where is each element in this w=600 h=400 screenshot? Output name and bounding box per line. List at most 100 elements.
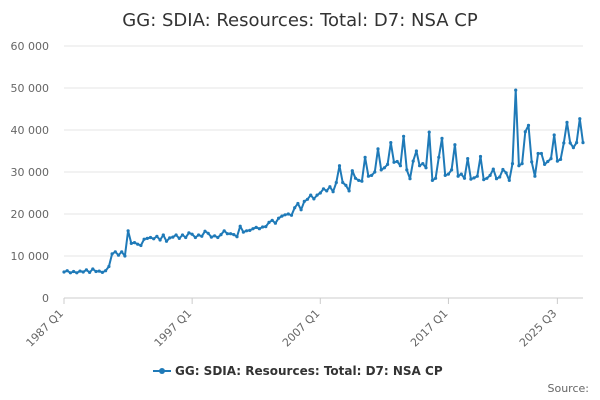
data-point[interactable] (78, 269, 82, 273)
data-point[interactable] (334, 180, 338, 185)
data-point[interactable] (446, 172, 450, 176)
data-point[interactable] (440, 136, 444, 140)
data-point[interactable] (514, 88, 518, 92)
data-point[interactable] (363, 155, 367, 159)
data-point[interactable] (174, 233, 178, 237)
data-point[interactable] (581, 141, 585, 145)
data-point[interactable] (277, 216, 281, 220)
data-point[interactable] (536, 151, 540, 156)
data-point[interactable] (222, 229, 226, 233)
data-point[interactable] (161, 233, 165, 237)
data-point[interactable] (91, 267, 95, 271)
data-point[interactable] (392, 160, 396, 164)
data-point[interactable] (353, 176, 358, 180)
data-point[interactable] (450, 168, 454, 172)
data-point[interactable] (302, 199, 306, 203)
data-point[interactable] (408, 177, 412, 181)
data-point[interactable] (530, 160, 534, 164)
data-point[interactable] (104, 269, 108, 273)
data-point[interactable] (267, 220, 271, 224)
data-point[interactable] (88, 270, 92, 274)
data-point[interactable] (296, 201, 300, 206)
data-point[interactable] (424, 166, 428, 170)
data-point[interactable] (264, 225, 268, 229)
data-point[interactable] (171, 235, 175, 239)
data-point[interactable] (293, 206, 297, 210)
data-point[interactable] (305, 197, 310, 201)
data-point[interactable] (507, 178, 511, 182)
data-point[interactable] (337, 164, 342, 168)
data-point[interactable] (543, 162, 547, 166)
data-point[interactable] (142, 237, 146, 241)
data-point[interactable] (94, 269, 98, 274)
data-point[interactable] (219, 233, 223, 237)
data-point[interactable] (571, 146, 576, 150)
data-point[interactable] (482, 178, 486, 182)
data-point[interactable] (498, 175, 502, 179)
data-point[interactable] (478, 154, 483, 159)
data-point[interactable] (360, 179, 364, 183)
data-point[interactable] (491, 167, 495, 171)
data-point[interactable] (229, 232, 233, 236)
data-point[interactable] (565, 120, 569, 124)
data-point[interactable] (168, 236, 172, 240)
data-point[interactable] (273, 221, 277, 225)
data-point[interactable] (575, 141, 579, 145)
data-point[interactable] (411, 159, 415, 163)
data-point[interactable] (235, 235, 239, 239)
data-point[interactable] (578, 117, 582, 121)
data-point[interactable] (180, 233, 185, 237)
data-point[interactable] (126, 229, 130, 233)
data-point[interactable] (209, 235, 213, 239)
data-point[interactable] (129, 241, 133, 245)
data-point[interactable] (559, 157, 563, 161)
data-point[interactable] (347, 189, 351, 193)
data-point[interactable] (283, 213, 287, 217)
data-point[interactable] (414, 149, 418, 153)
data-point[interactable] (379, 168, 383, 172)
data-point[interactable] (72, 269, 76, 274)
data-point[interactable] (299, 208, 303, 212)
data-point[interactable] (155, 234, 159, 238)
data-point[interactable] (549, 157, 553, 161)
data-point[interactable] (318, 191, 322, 195)
data-point[interactable] (466, 157, 470, 161)
data-point[interactable] (321, 187, 326, 191)
data-point[interactable] (373, 170, 377, 174)
data-point[interactable] (238, 224, 242, 228)
data-point[interactable] (430, 178, 434, 182)
data-point[interactable] (418, 164, 422, 168)
data-point[interactable] (546, 159, 550, 164)
data-point[interactable] (485, 176, 489, 180)
data-point[interactable] (350, 169, 354, 173)
data-point[interactable] (437, 155, 441, 159)
data-point[interactable] (248, 228, 252, 232)
data-point[interactable] (328, 185, 332, 189)
data-point[interactable] (366, 174, 370, 178)
data-point[interactable] (533, 174, 537, 178)
data-point[interactable] (107, 264, 111, 269)
data-point[interactable] (257, 227, 261, 231)
data-point[interactable] (62, 270, 66, 274)
data-point[interactable] (315, 193, 319, 197)
data-point[interactable] (116, 253, 121, 257)
data-point[interactable] (136, 242, 140, 246)
data-point[interactable] (197, 233, 201, 237)
data-point[interactable] (177, 236, 181, 240)
data-point[interactable] (469, 177, 473, 181)
data-point[interactable] (251, 227, 255, 231)
data-point[interactable] (280, 214, 284, 218)
data-point[interactable] (213, 234, 217, 238)
data-point[interactable] (488, 173, 492, 177)
data-point[interactable] (562, 141, 566, 145)
data-point[interactable] (395, 159, 399, 164)
data-point[interactable] (113, 250, 117, 254)
data-point[interactable] (65, 269, 69, 273)
data-point[interactable] (206, 231, 210, 235)
data-point[interactable] (510, 162, 515, 166)
data-point[interactable] (539, 151, 544, 156)
data-point[interactable] (402, 134, 406, 138)
data-point[interactable] (523, 130, 527, 134)
data-point[interactable] (370, 173, 374, 177)
data-point[interactable] (386, 162, 390, 166)
